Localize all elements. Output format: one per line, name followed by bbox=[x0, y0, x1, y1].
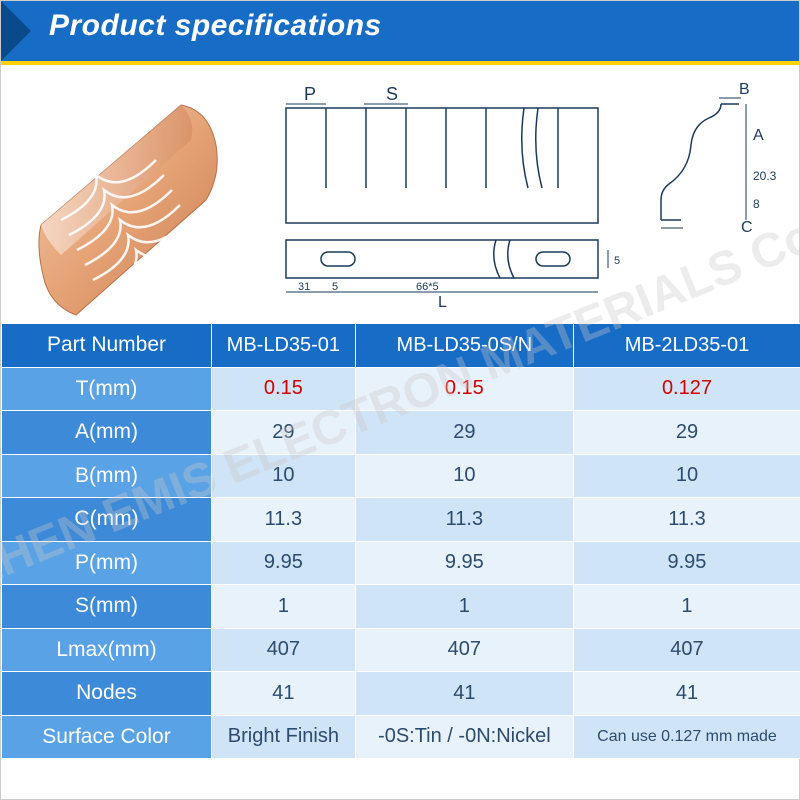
dim-label-a: A bbox=[753, 127, 764, 144]
data-cell: MB-LD35-0S/N bbox=[355, 324, 573, 368]
dim-slot-w: 5 bbox=[332, 281, 338, 293]
row-label: Part Number bbox=[2, 324, 212, 368]
data-cell: 1 bbox=[355, 585, 573, 629]
table-row: Lmax(mm)407407407 bbox=[2, 628, 800, 672]
data-cell: 0.15 bbox=[212, 367, 356, 411]
row-label: T(mm) bbox=[2, 367, 212, 411]
data-cell: 41 bbox=[355, 672, 573, 716]
row-label: C(mm) bbox=[2, 498, 212, 542]
table-row: B(mm)101010 bbox=[2, 454, 800, 498]
data-cell: 0.127 bbox=[573, 367, 800, 411]
data-cell: 29 bbox=[355, 411, 573, 455]
header: Product specifications bbox=[1, 1, 799, 61]
table-row: S(mm)111 bbox=[2, 585, 800, 629]
data-cell: 29 bbox=[573, 411, 800, 455]
data-cell: 9.95 bbox=[355, 541, 573, 585]
row-label: S(mm) bbox=[2, 585, 212, 629]
row-label: B(mm) bbox=[2, 454, 212, 498]
dim-a-sub: 8 bbox=[753, 197, 760, 211]
data-cell: 10 bbox=[573, 454, 800, 498]
data-cell: 11.3 bbox=[573, 498, 800, 542]
data-cell: 1 bbox=[573, 585, 800, 629]
table-row: T(mm)0.150.150.127 bbox=[2, 367, 800, 411]
data-cell: 0.15 bbox=[355, 367, 573, 411]
row-label: Nodes bbox=[2, 672, 212, 716]
header-arrow-decor bbox=[1, 1, 31, 61]
data-cell: 41 bbox=[212, 672, 356, 716]
data-cell: 11.3 bbox=[355, 498, 573, 542]
data-cell: MB-2LD35-01 bbox=[573, 324, 800, 368]
dim-a-h: 20.3 bbox=[753, 169, 777, 183]
dim-slot-pitch: 66*5 bbox=[416, 281, 439, 293]
page-title: Product specifications bbox=[49, 9, 382, 43]
data-cell: 11.3 bbox=[212, 498, 356, 542]
data-cell: MB-LD35-01 bbox=[212, 324, 356, 368]
data-cell: 1 bbox=[212, 585, 356, 629]
data-cell: 10 bbox=[355, 454, 573, 498]
table-row: Nodes414141 bbox=[2, 672, 800, 716]
table-row: Surface ColorBright Finish-0S:Tin / -0N:… bbox=[2, 715, 800, 759]
dim-label-b: B bbox=[739, 81, 750, 98]
data-cell: 10 bbox=[212, 454, 356, 498]
spec-table: Part NumberMB-LD35-01MB-LD35-0S/NMB-2LD3… bbox=[1, 323, 800, 759]
data-cell: -0S:Tin / -0N:Nickel bbox=[355, 715, 573, 759]
dim-label-l: L bbox=[438, 294, 447, 311]
table-row: P(mm)9.959.959.95 bbox=[2, 541, 800, 585]
row-label: Lmax(mm) bbox=[2, 628, 212, 672]
data-cell: 9.95 bbox=[573, 541, 800, 585]
row-label: P(mm) bbox=[2, 541, 212, 585]
data-cell: 407 bbox=[355, 628, 573, 672]
dim-label-s: S bbox=[386, 84, 398, 104]
data-cell: Can use 0.127 mm made bbox=[573, 715, 800, 759]
dim-slot-h: 5 bbox=[614, 255, 620, 267]
data-cell: Bright Finish bbox=[212, 715, 356, 759]
row-label: Surface Color bbox=[2, 715, 212, 759]
data-cell: 407 bbox=[212, 628, 356, 672]
data-cell: 29 bbox=[212, 411, 356, 455]
dim-label-p: P bbox=[304, 84, 316, 104]
table-row: A(mm)292929 bbox=[2, 411, 800, 455]
table-row: C(mm)11.311.311.3 bbox=[2, 498, 800, 542]
row-label: A(mm) bbox=[2, 411, 212, 455]
table-row: Part NumberMB-LD35-01MB-LD35-0S/NMB-2LD3… bbox=[2, 324, 800, 368]
dim-label-c: C bbox=[741, 219, 753, 236]
dim-slot-left: 31 bbox=[298, 281, 310, 293]
data-cell: 407 bbox=[573, 628, 800, 672]
data-cell: 41 bbox=[573, 672, 800, 716]
technical-diagram: P S B A 20.3 8 C L 31 5 66*5 5 bbox=[1, 65, 800, 325]
data-cell: 9.95 bbox=[212, 541, 356, 585]
